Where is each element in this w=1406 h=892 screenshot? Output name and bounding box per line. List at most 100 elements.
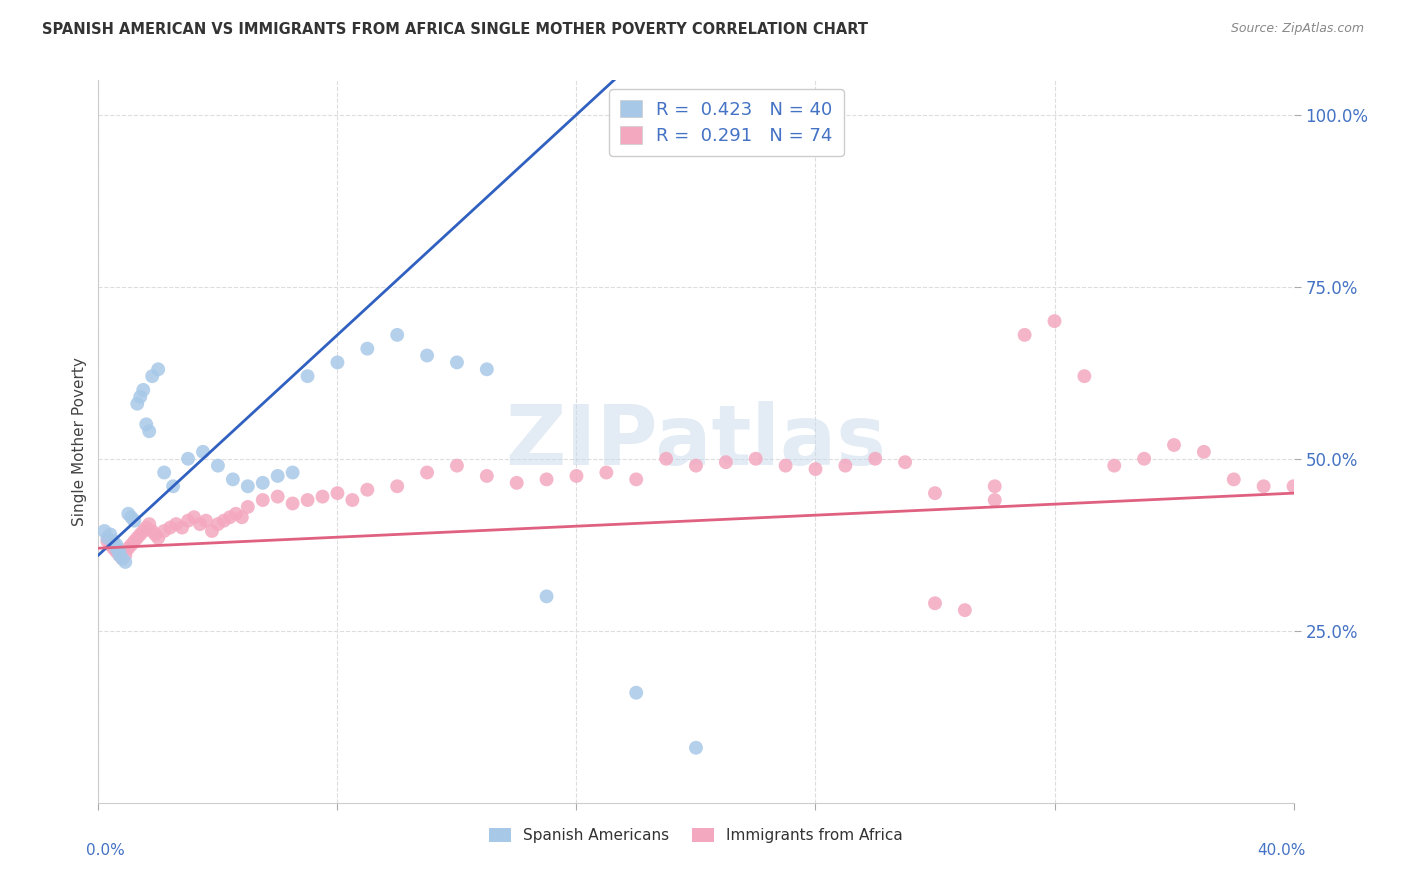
Point <box>536 590 558 604</box>
Point <box>267 490 290 504</box>
Point <box>416 349 439 363</box>
Point <box>195 514 218 528</box>
Point <box>865 451 887 466</box>
Point <box>177 514 200 528</box>
Point <box>177 451 200 466</box>
Point <box>565 469 588 483</box>
Point <box>138 517 160 532</box>
Point <box>201 524 224 538</box>
Point <box>129 527 152 541</box>
Point <box>326 486 349 500</box>
Point <box>446 458 468 473</box>
Point <box>236 500 259 514</box>
Point <box>745 451 768 466</box>
Point <box>117 541 139 556</box>
Point <box>103 541 125 556</box>
Point <box>96 534 118 549</box>
Point <box>475 469 498 483</box>
Point <box>191 445 214 459</box>
Point <box>297 369 319 384</box>
Point <box>834 458 856 473</box>
Point <box>297 493 319 508</box>
Point <box>626 686 648 700</box>
Point <box>225 507 247 521</box>
Point <box>1282 479 1305 493</box>
Point <box>924 596 946 610</box>
Point <box>475 362 498 376</box>
Point <box>105 544 128 558</box>
Point <box>135 520 157 534</box>
Point <box>132 383 155 397</box>
Text: ZIPatlas: ZIPatlas <box>506 401 886 482</box>
Point <box>714 455 737 469</box>
Point <box>356 342 378 356</box>
Point <box>626 472 648 486</box>
Point <box>124 534 146 549</box>
Point <box>1253 479 1275 493</box>
Point <box>127 531 149 545</box>
Point <box>281 496 304 510</box>
Point <box>114 548 136 562</box>
Text: 40.0%: 40.0% <box>1257 843 1306 857</box>
Point <box>984 479 1007 493</box>
Point <box>98 527 122 541</box>
Point <box>108 548 131 562</box>
Point <box>183 510 205 524</box>
Point <box>267 469 290 483</box>
Point <box>111 551 134 566</box>
Point <box>281 466 304 480</box>
Point <box>385 327 409 342</box>
Point <box>188 517 211 532</box>
Text: 0.0%: 0.0% <box>87 843 125 857</box>
Point <box>953 603 976 617</box>
Point <box>1163 438 1185 452</box>
Point <box>108 548 131 562</box>
Point <box>775 458 797 473</box>
Point <box>148 531 170 545</box>
Point <box>141 369 163 384</box>
Point <box>108 544 131 558</box>
Point <box>105 538 128 552</box>
Point <box>231 510 253 524</box>
Point <box>120 510 142 524</box>
Point <box>153 524 176 538</box>
Point <box>96 531 118 545</box>
Point <box>685 458 707 473</box>
Point <box>536 472 558 486</box>
Point <box>1133 451 1156 466</box>
Point <box>804 462 827 476</box>
Legend: Spanish Americans, Immigrants from Africa: Spanish Americans, Immigrants from Afric… <box>484 822 908 849</box>
Point <box>1104 458 1126 473</box>
Point <box>1073 369 1095 384</box>
Point <box>1223 472 1246 486</box>
Point <box>117 507 139 521</box>
Point <box>138 424 160 438</box>
Point <box>120 538 142 552</box>
Point <box>141 524 163 538</box>
Point <box>252 493 274 508</box>
Point <box>595 466 617 480</box>
Point <box>207 517 229 532</box>
Point <box>342 493 364 508</box>
Point <box>416 466 439 480</box>
Point <box>162 479 184 493</box>
Text: Source: ZipAtlas.com: Source: ZipAtlas.com <box>1230 22 1364 36</box>
Point <box>103 534 125 549</box>
Point <box>143 527 166 541</box>
Point <box>984 493 1007 508</box>
Point <box>356 483 378 497</box>
Point <box>159 520 181 534</box>
Point <box>207 458 229 473</box>
Point <box>124 514 146 528</box>
Point <box>165 517 187 532</box>
Point <box>127 397 149 411</box>
Point <box>894 455 917 469</box>
Point <box>924 486 946 500</box>
Point <box>111 551 134 566</box>
Point <box>685 740 707 755</box>
Point <box>172 520 194 534</box>
Point <box>506 475 529 490</box>
Point <box>326 355 349 369</box>
Point <box>655 451 678 466</box>
Point <box>446 355 468 369</box>
